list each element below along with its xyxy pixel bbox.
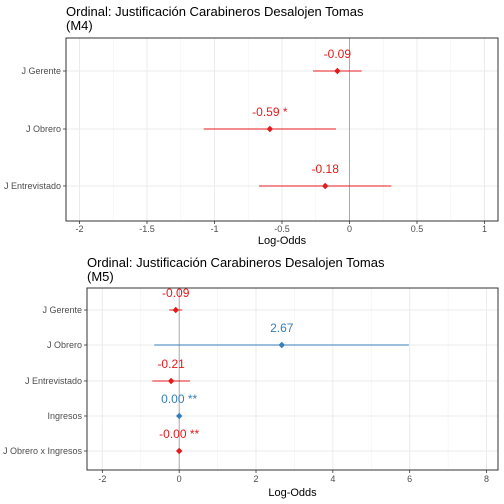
estimate-point	[175, 447, 183, 455]
x-tick-label: 0.5	[411, 224, 424, 234]
x-tick-label: -1.5	[139, 224, 155, 234]
chart-title-line: Ordinal: Justificación Carabineros Desal…	[66, 4, 364, 19]
x-axis-label: Log-Odds	[268, 487, 317, 499]
y-tick-label: J Obrero x Ingresos	[3, 446, 83, 456]
estimate-point	[322, 182, 329, 190]
y-tick-label: J Entrevistado	[4, 181, 61, 191]
value-label: -0.59 *	[252, 105, 288, 119]
value-label: -0.21	[157, 357, 185, 371]
estimate-point	[172, 306, 179, 314]
chart-panel-1: Ordinal: Justificación Carabineros Desal…	[4, 4, 499, 247]
x-tick-label: 8	[484, 474, 489, 484]
x-tick-label: 4	[330, 474, 335, 484]
value-label: 2.67	[270, 321, 294, 335]
estimate-point	[175, 412, 183, 420]
y-tick-label: J Entrevistado	[25, 376, 82, 386]
y-tick-label: J Obrero	[47, 340, 82, 350]
estimate-point	[167, 377, 175, 385]
plot-area	[87, 288, 498, 470]
x-tick-label: -2	[98, 474, 106, 484]
value-label: -0.09	[324, 47, 352, 61]
x-tick-label: 6	[407, 474, 412, 484]
value-label: -0.00 **	[159, 427, 199, 441]
x-tick-label: 0	[347, 224, 352, 234]
estimate-point	[334, 67, 341, 75]
chart-title-line: (M4)	[66, 18, 93, 33]
y-tick-label: J Gerente	[21, 66, 61, 76]
x-tick-label: 0	[177, 474, 182, 484]
estimate-point	[278, 341, 285, 349]
x-tick-label: -1	[210, 224, 218, 234]
value-label: -0.09	[162, 286, 190, 300]
y-tick-label: Ingresos	[47, 411, 82, 421]
chart-panel-2: Ordinal: Justificación Carabineros Desal…	[3, 255, 499, 499]
x-axis-label: Log-Odds	[258, 235, 307, 247]
value-label: 0.00 **	[161, 392, 197, 406]
estimate-point	[266, 125, 274, 133]
panel-border	[86, 287, 499, 471]
x-tick-label: 1	[482, 224, 487, 234]
value-label: -0.18	[312, 162, 340, 176]
x-tick-label: 2	[254, 474, 259, 484]
chart-title-line: (M5)	[87, 269, 114, 284]
x-tick-label: -0.5	[274, 224, 290, 234]
y-tick-label: J Gerente	[42, 305, 82, 315]
y-tick-label: J Obrero	[26, 124, 61, 134]
x-tick-label: -2	[75, 224, 83, 234]
chart-title-line: Ordinal: Justificación Carabineros Desal…	[87, 255, 385, 270]
